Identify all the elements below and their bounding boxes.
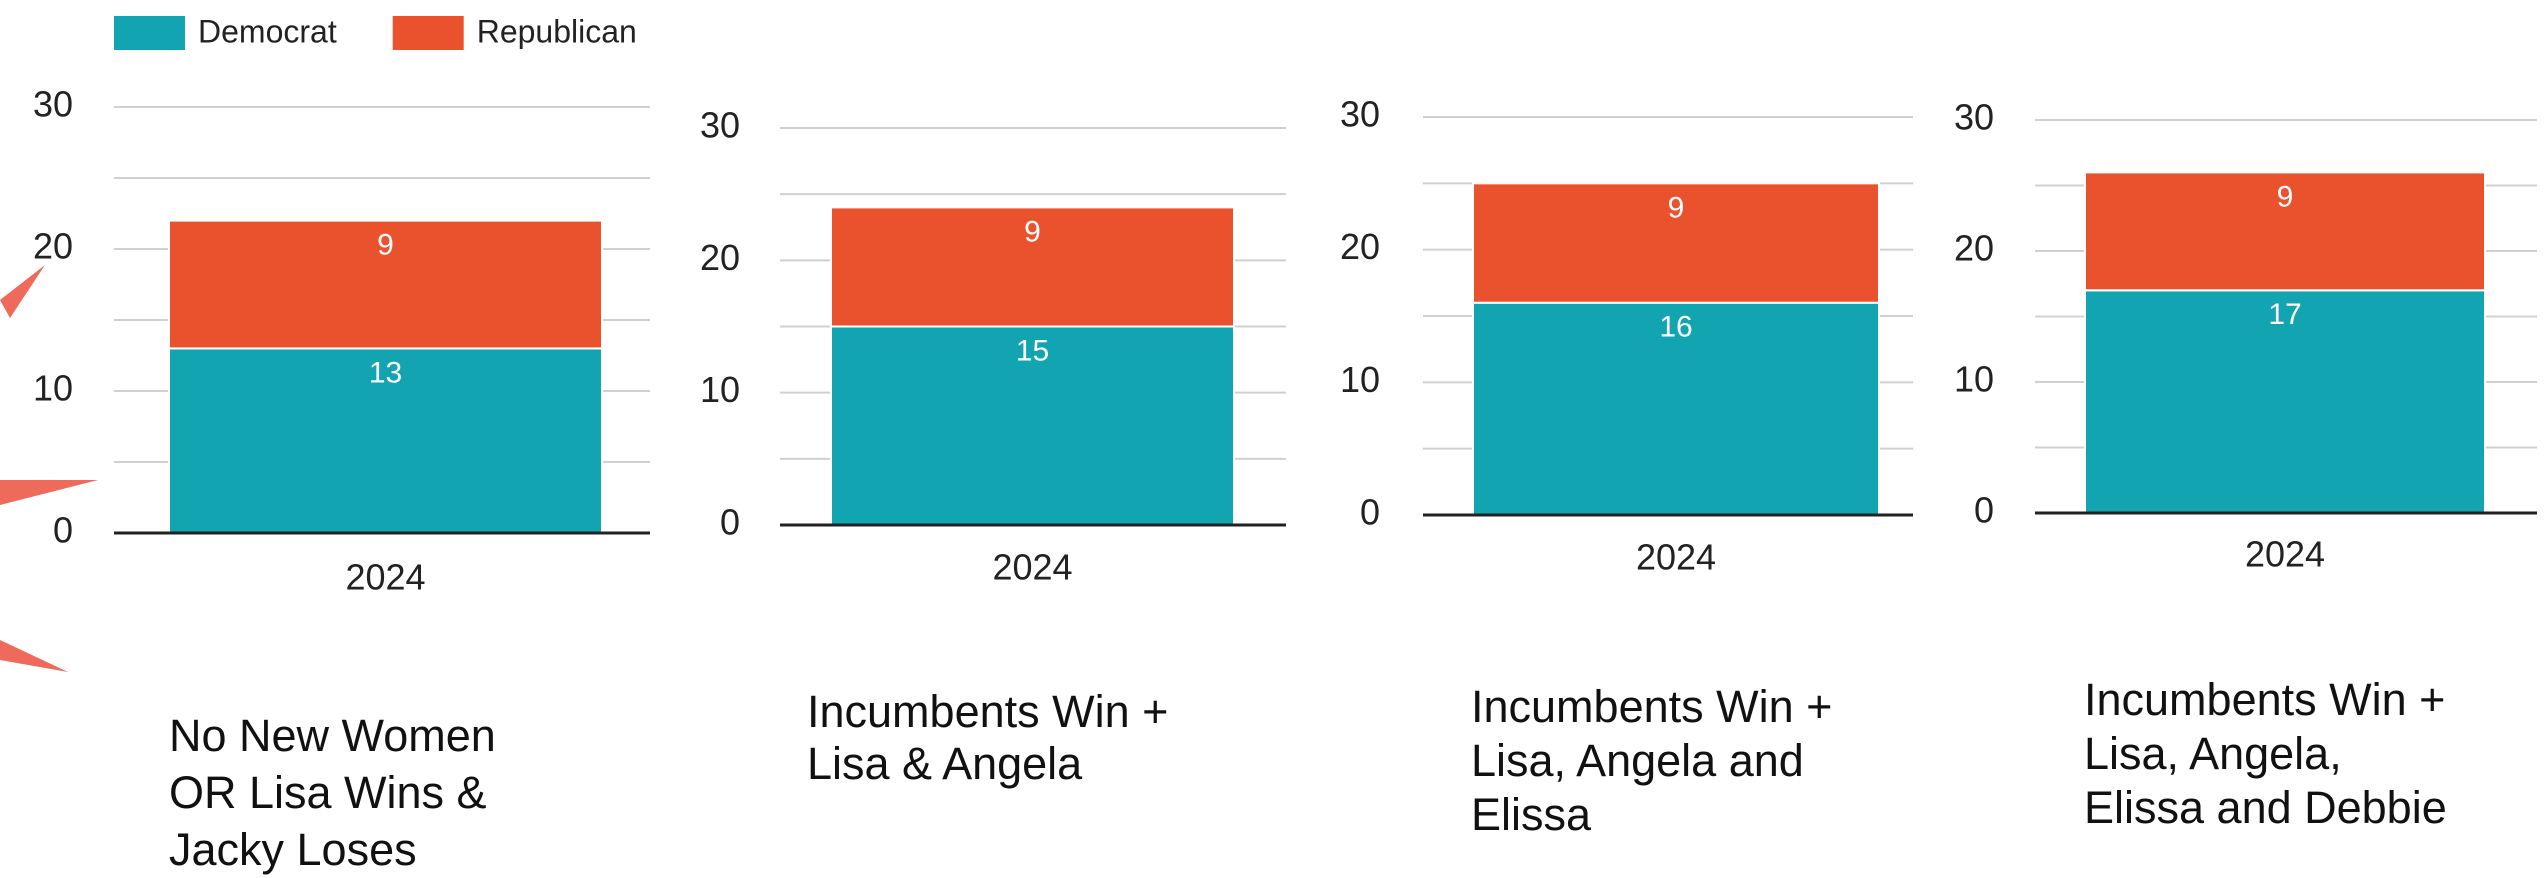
caption-line: Lisa & Angela [807, 738, 1083, 789]
y-tick-label: 0 [720, 502, 740, 543]
value-label: 9 [1668, 191, 1685, 224]
value-label: 13 [369, 356, 402, 389]
y-tick-label: 10 [1954, 359, 1994, 400]
y-tick-label: 0 [1974, 490, 1994, 531]
caption-line: Lisa, Angela and [1471, 735, 1804, 786]
legend-label: Democrat [198, 13, 337, 49]
y-tick-label: 20 [1340, 226, 1380, 267]
x-tick-label: 2024 [2245, 534, 2325, 575]
value-label: 17 [2268, 298, 2301, 331]
value-label: 9 [377, 229, 394, 262]
caption-line: Incumbents Win + [2084, 674, 2445, 725]
caption-line: Incumbents Win + [807, 686, 1168, 737]
x-tick-label: 2024 [1636, 537, 1716, 578]
value-label: 9 [2277, 180, 2294, 213]
decoration [0, 640, 68, 672]
legend-swatch [114, 16, 185, 50]
caption-line: Incumbents Win + [1471, 681, 1832, 732]
x-tick-label: 2024 [992, 547, 1072, 588]
value-label: 15 [1016, 334, 1049, 367]
caption-line: OR Lisa Wins & [169, 767, 487, 818]
y-tick-label: 20 [700, 237, 740, 278]
y-tick-label: 30 [1340, 94, 1380, 135]
caption-line: Elissa and Debbie [2084, 782, 2447, 833]
y-tick-label: 30 [700, 105, 740, 146]
decoration [0, 265, 45, 318]
caption-line: Jacky Loses [169, 824, 417, 875]
y-tick-label: 30 [1954, 97, 1994, 138]
value-label: 9 [1024, 215, 1041, 248]
y-tick-label: 10 [700, 369, 740, 410]
y-tick-label: 20 [33, 226, 73, 267]
caption-line: Lisa, Angela, [2084, 728, 2342, 779]
legend-swatch [392, 16, 464, 50]
bar-segment [168, 219, 603, 350]
bar-segment [2084, 289, 2486, 514]
bar-segment [830, 325, 1235, 526]
y-tick-label: 10 [1340, 359, 1380, 400]
y-tick-label: 0 [53, 510, 73, 551]
legend-label: Republican [477, 13, 637, 49]
y-tick-label: 30 [33, 84, 73, 125]
bar-segment [1472, 301, 1880, 516]
x-tick-label: 2024 [345, 557, 425, 598]
y-tick-label: 0 [1360, 492, 1380, 533]
bar-segment [2084, 171, 2486, 292]
bar-segment [1472, 182, 1880, 304]
value-label: 16 [1659, 311, 1692, 344]
decoration [0, 480, 98, 505]
caption-line: Elissa [1471, 789, 1592, 840]
bar-segment [830, 206, 1235, 328]
caption-line: No New Women [169, 710, 496, 761]
y-tick-label: 10 [33, 368, 73, 409]
y-tick-label: 20 [1954, 228, 1994, 269]
